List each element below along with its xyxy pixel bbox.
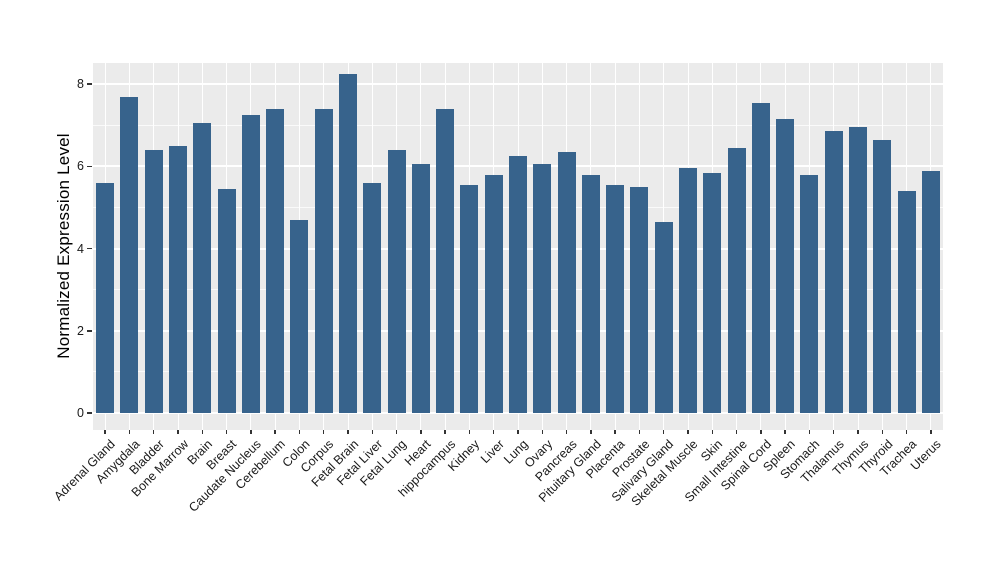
bar-fetal-lung bbox=[387, 149, 406, 413]
y-tick-label: 6 bbox=[77, 159, 84, 174]
x-tick-mark bbox=[590, 430, 592, 434]
y-tick-mark bbox=[87, 330, 92, 332]
bar-fetal-brain bbox=[339, 73, 357, 413]
bar-brain bbox=[193, 123, 212, 413]
gridline-major bbox=[93, 412, 943, 414]
y-tick-label: 0 bbox=[77, 406, 84, 420]
bar-small-intestine bbox=[727, 147, 746, 413]
x-tick-mark bbox=[905, 430, 908, 434]
x-tick-mark bbox=[760, 430, 762, 434]
x-tick-mark bbox=[881, 430, 884, 434]
x-tick-mark bbox=[711, 430, 714, 434]
bar-uterus bbox=[921, 170, 940, 413]
x-tick-mark bbox=[930, 430, 932, 434]
x-tick-mark bbox=[104, 430, 106, 434]
x-label-liver: Liver bbox=[477, 437, 507, 467]
bar-kidney bbox=[460, 184, 479, 413]
bar-heart bbox=[411, 164, 430, 413]
bar-thymus bbox=[849, 127, 867, 413]
bar-liver bbox=[484, 174, 503, 413]
plot-panel bbox=[93, 63, 943, 430]
x-tick-mark bbox=[614, 430, 616, 434]
bar-colon bbox=[290, 219, 309, 413]
y-tick-mark bbox=[87, 247, 92, 250]
x-tick-mark bbox=[857, 430, 859, 434]
x-tick-mark bbox=[687, 430, 689, 434]
x-tick-mark bbox=[638, 430, 641, 434]
bar-breast bbox=[217, 189, 236, 413]
x-tick-mark bbox=[420, 430, 422, 434]
bar-prostate bbox=[630, 186, 649, 413]
gridline-minor bbox=[93, 124, 943, 126]
x-tick-mark bbox=[152, 430, 155, 434]
x-tick-mark bbox=[274, 430, 276, 434]
bar-corpus bbox=[314, 108, 333, 413]
y-tick-label: 4 bbox=[77, 241, 84, 256]
bar-hippocampus bbox=[436, 108, 455, 413]
bar-bone-marrow bbox=[169, 145, 187, 413]
bar-fetal-liver bbox=[363, 182, 382, 413]
bar-spinal-cord bbox=[751, 102, 770, 413]
bar-caudate-nucleus bbox=[241, 115, 260, 413]
bar-skin bbox=[703, 172, 722, 413]
x-tick-mark bbox=[444, 430, 446, 434]
x-tick-mark bbox=[784, 430, 786, 434]
bar-salivary-gland bbox=[654, 221, 673, 413]
x-tick-mark bbox=[250, 430, 252, 434]
x-tick-mark bbox=[322, 430, 325, 434]
x-tick-mark bbox=[225, 430, 228, 434]
bar-amygdala bbox=[120, 96, 139, 413]
bar-thalamus bbox=[824, 131, 843, 413]
bar-cerebellum bbox=[266, 108, 285, 413]
x-tick-mark bbox=[468, 430, 471, 434]
bar-thyroid bbox=[873, 139, 892, 413]
bar-lung bbox=[509, 156, 527, 413]
y-tick-label: 2 bbox=[77, 323, 84, 338]
x-tick-mark bbox=[128, 430, 131, 434]
y-tick-mark bbox=[87, 165, 92, 168]
y-tick-mark bbox=[87, 412, 92, 414]
x-tick-mark bbox=[565, 430, 568, 434]
x-tick-mark bbox=[492, 430, 495, 434]
x-tick-mark bbox=[808, 430, 811, 434]
y-tick-mark bbox=[87, 83, 92, 85]
bar-pancreas bbox=[557, 152, 576, 413]
bar-skeletal-muscle bbox=[679, 168, 697, 413]
x-tick-mark bbox=[177, 430, 179, 434]
bar-placenta bbox=[606, 184, 625, 413]
bar-bladder bbox=[144, 149, 163, 413]
x-tick-mark bbox=[395, 430, 398, 434]
bar-pituitary-gland bbox=[581, 174, 600, 413]
x-tick-mark bbox=[347, 430, 349, 434]
x-tick-mark bbox=[541, 430, 544, 434]
bar-ovary bbox=[533, 164, 552, 413]
y-tick-label: 8 bbox=[77, 77, 84, 92]
x-tick-mark bbox=[832, 430, 835, 434]
bar-adrenal-gland bbox=[96, 182, 115, 413]
gridline-major bbox=[93, 83, 943, 86]
x-tick-mark bbox=[201, 430, 204, 434]
x-tick-mark bbox=[517, 430, 519, 434]
x-tick-mark bbox=[371, 430, 374, 434]
x-tick-mark bbox=[298, 430, 301, 434]
x-tick-mark bbox=[662, 430, 665, 434]
bar-spleen bbox=[776, 119, 795, 413]
x-tick-mark bbox=[735, 430, 738, 434]
bar-stomach bbox=[800, 174, 819, 413]
bar-trachea bbox=[897, 191, 916, 413]
